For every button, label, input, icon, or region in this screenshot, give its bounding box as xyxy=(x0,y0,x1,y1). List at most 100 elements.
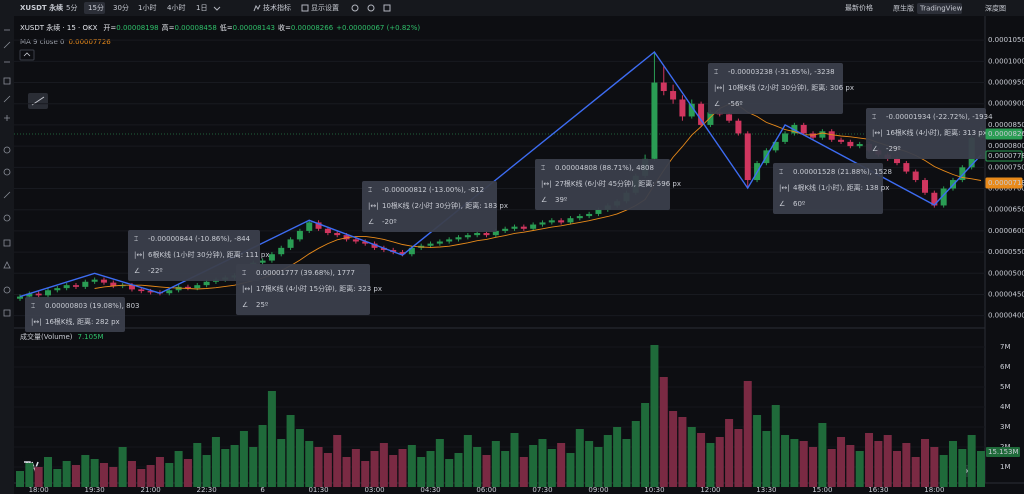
measure-icon: ⌶ xyxy=(872,113,876,121)
volume-bar xyxy=(379,443,388,487)
measure-icon: |↔| xyxy=(368,202,379,210)
measure-text: -22º xyxy=(148,267,163,275)
latest-price[interactable]: 最新价格 xyxy=(845,3,873,12)
volume-bar xyxy=(398,449,407,487)
x-tick-label: 13:30 xyxy=(756,486,776,494)
interval[interactable]: 4小时 xyxy=(167,3,185,12)
icon[interactable] xyxy=(3,214,11,222)
measure-icon: ∠ xyxy=(368,218,374,226)
volume-bar xyxy=(734,429,743,487)
volume-bar xyxy=(16,471,24,487)
candle-body xyxy=(744,133,751,181)
volume-bar xyxy=(958,449,967,487)
candle-body xyxy=(436,241,443,244)
volume-bar xyxy=(678,417,687,487)
volume-bar xyxy=(230,445,239,487)
candle-body xyxy=(586,213,593,217)
measure-text: 0.00000803 (19.08%), 803 xyxy=(45,302,140,310)
volume-bar xyxy=(827,449,836,487)
indicators[interactable]: 技术指标 xyxy=(263,3,291,12)
interval[interactable]: 5分 xyxy=(66,3,77,12)
icon[interactable] xyxy=(3,286,11,294)
icon[interactable] xyxy=(3,309,11,317)
x-tick-label: 07:30 xyxy=(532,486,552,494)
indicator-icon xyxy=(253,4,261,12)
candle-body xyxy=(315,222,322,229)
volume-bar xyxy=(239,431,248,487)
icon[interactable] xyxy=(3,146,11,154)
volume-bar xyxy=(71,465,80,487)
ma-label: MA 9 close 0 xyxy=(20,38,64,46)
volume-bar xyxy=(43,457,52,487)
interval[interactable]: 1日 xyxy=(196,4,207,12)
volume-bar xyxy=(855,451,864,487)
candle-body xyxy=(82,281,89,287)
measure-box xyxy=(25,297,125,332)
settings-icon[interactable] xyxy=(367,4,375,12)
interval[interactable]: 15分 xyxy=(88,3,104,12)
volume-bar xyxy=(165,463,174,487)
ohlc-value: 0.00008458 xyxy=(174,24,216,32)
symbol[interactable]: XUSDT 永续 xyxy=(20,3,63,12)
icon[interactable] xyxy=(3,191,11,199)
x-tick-label: 09:00 xyxy=(588,486,608,494)
measure-text: 6根K线 (1小时 30分钟), 距离: 111 px xyxy=(148,250,270,259)
volume-bar xyxy=(762,431,771,487)
ma-legend: MA 9 close 0 0.00007726 xyxy=(20,38,111,46)
view[interactable]: 原生版 xyxy=(893,4,914,13)
candle-body xyxy=(800,124,807,134)
volume-bar xyxy=(902,443,911,487)
volume-bar xyxy=(547,449,556,487)
icon[interactable] xyxy=(3,261,11,269)
interval-caret xyxy=(213,6,221,11)
x-tick-label: 6 xyxy=(260,486,265,494)
volume-bar xyxy=(109,467,118,487)
volume-bar xyxy=(865,433,874,487)
volume-bar xyxy=(585,441,594,487)
candle-body xyxy=(455,237,462,240)
candle-body xyxy=(940,188,947,206)
volume-bar xyxy=(911,457,920,487)
icon[interactable] xyxy=(3,77,11,85)
camera-icon[interactable] xyxy=(351,4,359,12)
interval[interactable]: 30分 xyxy=(113,3,129,12)
candle-body xyxy=(203,281,210,286)
volume-bar xyxy=(482,455,491,487)
icon[interactable] xyxy=(3,41,11,49)
icon[interactable] xyxy=(3,95,11,103)
candle-body xyxy=(128,285,135,290)
x-tick-label: 21:00 xyxy=(141,486,161,494)
collapse-button[interactable] xyxy=(19,49,35,61)
measure-text: 39º xyxy=(555,196,567,204)
x-tick-label: 06:00 xyxy=(476,486,496,494)
measure-icon: ∠ xyxy=(134,267,140,275)
volume-bar xyxy=(361,461,370,487)
view[interactable]: 深度图 xyxy=(985,4,1006,13)
candle-body xyxy=(502,228,509,231)
icon[interactable] xyxy=(3,168,11,176)
candle-body xyxy=(576,216,583,219)
candle-body xyxy=(595,209,602,214)
volume-bar xyxy=(333,435,342,487)
view-selected-bg xyxy=(917,3,962,14)
volume-bar xyxy=(669,411,678,487)
display-settings[interactable]: 显示设置 xyxy=(311,3,339,12)
volume-bar xyxy=(725,419,734,487)
volume-bar xyxy=(417,457,426,487)
candle-body xyxy=(782,133,789,142)
interval[interactable]: 1小时 xyxy=(138,3,156,12)
candle-body xyxy=(838,139,845,142)
icon[interactable] xyxy=(3,239,11,247)
ohlc-value: 0.00008266 xyxy=(291,24,334,32)
price-tag-bg xyxy=(985,128,1023,140)
view[interactable]: TradingView xyxy=(919,5,963,13)
volume-bar xyxy=(118,447,127,487)
icon[interactable] xyxy=(4,115,10,121)
candle-body xyxy=(306,222,313,231)
volume-bar xyxy=(127,461,136,487)
candle-body xyxy=(352,239,359,242)
fullscreen-icon[interactable] xyxy=(383,4,391,12)
